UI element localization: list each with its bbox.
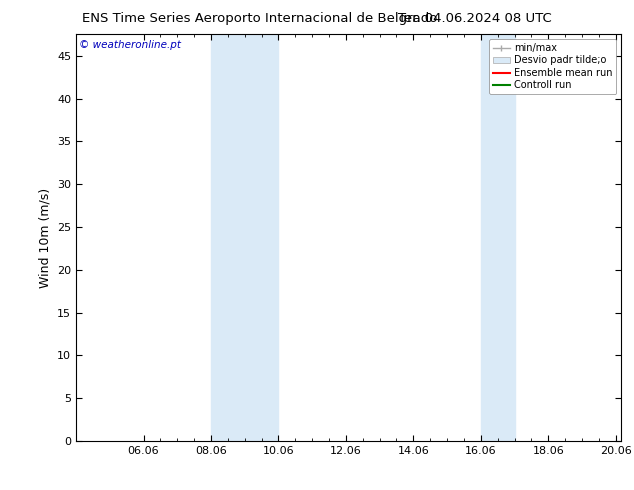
Legend: min/max, Desvio padr tilde;o, Ensemble mean run, Controll run: min/max, Desvio padr tilde;o, Ensemble m… xyxy=(489,39,616,94)
Text: Ter. 04.06.2024 08 UTC: Ter. 04.06.2024 08 UTC xyxy=(398,12,552,25)
Bar xyxy=(481,34,515,441)
Bar xyxy=(211,34,278,441)
Y-axis label: Wind 10m (m/s): Wind 10m (m/s) xyxy=(39,188,51,288)
Text: © weatheronline.pt: © weatheronline.pt xyxy=(79,40,181,50)
Text: ENS Time Series Aeroporto Internacional de Belgrado: ENS Time Series Aeroporto Internacional … xyxy=(82,12,438,25)
